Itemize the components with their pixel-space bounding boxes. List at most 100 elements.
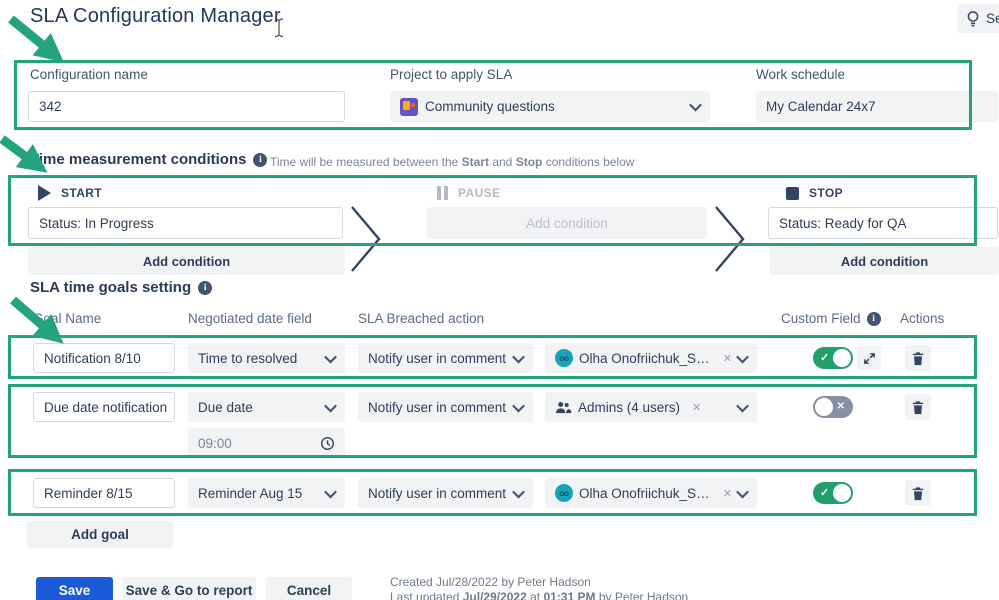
negotiated-date-select[interactable]: Reminder Aug 15 <box>188 478 345 508</box>
breached-action-select[interactable]: Notify user in comment <box>358 343 533 373</box>
pause-condition-header: PAUSE <box>437 186 500 200</box>
chevron-down-icon <box>512 350 525 363</box>
updated-meta: Last updated Jul/29/2022 at 01:31 PM by … <box>390 590 689 600</box>
col-custom-field: Custom Field <box>781 311 881 326</box>
chevron-down-icon <box>512 399 525 412</box>
start-condition-value: Status: In Progress <box>39 215 154 231</box>
add-goal-button[interactable]: Add goal <box>27 521 173 548</box>
start-label: START <box>61 186 103 200</box>
pause-icon <box>437 186 448 200</box>
remove-target-icon[interactable] <box>723 487 732 500</box>
info-icon[interactable] <box>866 311 881 326</box>
chevron-down-icon <box>324 350 337 363</box>
expand-icon <box>863 352 875 364</box>
negotiated-date-select[interactable]: Due date <box>188 392 345 422</box>
remove-target-icon[interactable] <box>723 352 732 365</box>
project-value: Community questions <box>425 99 555 114</box>
pause-placeholder: Add condition <box>526 215 608 231</box>
notify-target-value: Admins (4 users) <box>578 399 681 415</box>
expand-button[interactable] <box>857 346 881 370</box>
project-select[interactable]: Community questions <box>390 91 710 122</box>
text-cursor-icon <box>274 18 284 38</box>
delete-goal-button[interactable] <box>905 480 931 506</box>
notify-target-select[interactable]: Admins (4 users) <box>545 392 757 422</box>
goal-name-value: Due date notification <box>44 399 168 415</box>
stop-icon <box>786 186 799 200</box>
conditions-heading-text: Time measurement conditions <box>30 151 247 168</box>
notify-target-value: Olha Onofriichuk_SaaS… <box>579 485 711 501</box>
project-avatar-icon <box>400 97 418 116</box>
separator-chevron-icon <box>351 206 381 272</box>
pause-label: PAUSE <box>458 186 501 200</box>
configuration-name-input[interactable]: 342 <box>28 91 345 122</box>
notification-time-input[interactable]: 09:00 <box>188 428 345 458</box>
project-label: Project to apply SLA <box>390 67 513 82</box>
goals-heading-text: SLA time goals setting <box>30 279 192 296</box>
col-actions: Actions <box>900 311 945 326</box>
goal-name-value: Notification 8/10 <box>44 350 141 366</box>
goal-name-input[interactable]: Notification 8/10 <box>33 343 175 373</box>
trash-icon <box>912 400 924 414</box>
group-icon <box>556 401 572 413</box>
delete-goal-button[interactable] <box>905 394 931 420</box>
custom-field-toggle[interactable] <box>813 396 853 418</box>
goals-heading: SLA time goals setting <box>30 279 213 296</box>
custom-field-toggle[interactable] <box>813 482 853 504</box>
notify-target-select[interactable]: oo Olha Onofriichuk_SaaS… <box>545 343 757 373</box>
negotiated-date-select[interactable]: Time to resolved <box>188 343 345 373</box>
play-icon <box>38 185 51 201</box>
remove-target-icon[interactable] <box>692 401 701 414</box>
stop-add-condition-button[interactable]: Add condition <box>770 247 999 275</box>
info-icon[interactable] <box>253 152 268 167</box>
stop-condition-input[interactable]: Status: Ready for QA <box>768 207 998 239</box>
chevron-down-icon <box>736 485 749 498</box>
chevron-down-icon <box>736 399 749 412</box>
clock-icon <box>320 436 335 450</box>
stop-condition-value: Status: Ready for QA <box>779 215 907 231</box>
pause-add-condition-field[interactable]: Add condition <box>427 207 707 239</box>
save-go-report-button[interactable]: Save & Go to report <box>122 577 256 600</box>
start-condition-header: START <box>38 185 102 201</box>
negotiated-date-value: Reminder Aug 15 <box>198 485 303 501</box>
configuration-name-label: Configuration name <box>30 67 148 82</box>
trash-icon <box>912 351 924 365</box>
breached-action-value: Notify user in comment <box>368 350 507 366</box>
work-schedule-value: My Calendar 24x7 <box>766 99 876 114</box>
notify-target-select[interactable]: oo Olha Onofriichuk_SaaS… <box>545 478 757 508</box>
breached-action-select[interactable]: Notify user in comment <box>358 478 533 508</box>
notify-target-value: Olha Onofriichuk_SaaS… <box>579 350 711 366</box>
chevron-down-icon <box>324 399 337 412</box>
start-condition-input[interactable]: Status: In Progress <box>28 207 343 239</box>
delete-goal-button[interactable] <box>905 345 931 371</box>
goal-name-input[interactable]: Due date notification <box>33 392 175 422</box>
info-icon[interactable] <box>198 280 213 295</box>
col-negotiated-date: Negotiated date field <box>188 311 312 326</box>
chevron-down-icon <box>324 485 337 498</box>
trash-icon <box>912 486 924 500</box>
goal-name-value: Reminder 8/15 <box>44 485 133 501</box>
negotiated-date-value: Due date <box>198 399 253 415</box>
cancel-button[interactable]: Cancel <box>266 577 352 600</box>
save-button[interactable]: Save <box>36 577 113 600</box>
breached-action-select[interactable]: Notify user in comment <box>358 392 533 422</box>
conditions-hint: Time will be measured between the Start … <box>270 155 635 169</box>
breached-action-value: Notify user in comment <box>368 399 507 415</box>
notification-time-value: 09:00 <box>198 435 232 451</box>
user-avatar: oo <box>555 484 573 502</box>
breached-action-value: Notify user in comment <box>368 485 507 501</box>
negotiated-date-value: Time to resolved <box>198 350 298 366</box>
stop-condition-header: STOP <box>786 186 843 200</box>
conditions-heading: Time measurement conditions <box>30 151 268 168</box>
feedback-button-label: Se <box>986 11 999 26</box>
work-schedule-label: Work schedule <box>756 67 846 82</box>
start-add-condition-button[interactable]: Add condition <box>28 247 345 275</box>
goal-name-input[interactable]: Reminder 8/15 <box>33 478 175 508</box>
lightbulb-icon <box>967 10 979 26</box>
feedback-button[interactable]: Se <box>957 4 999 33</box>
user-avatar: oo <box>555 349 573 367</box>
custom-field-toggle[interactable] <box>813 347 853 369</box>
work-schedule-field[interactable]: My Calendar 24x7 <box>756 91 998 122</box>
stop-label: STOP <box>809 186 844 200</box>
col-goal-name: Goal Name <box>33 311 102 326</box>
